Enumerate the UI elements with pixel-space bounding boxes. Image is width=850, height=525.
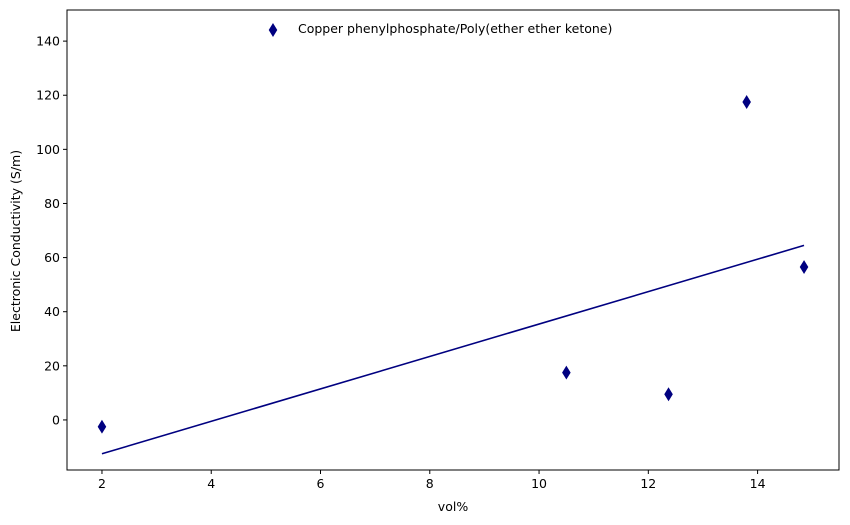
x-tick-label: 12 [640,476,656,491]
data-point [799,260,809,275]
y-tick-label: 20 [44,358,60,373]
y-tick-label: 80 [44,196,60,211]
y-tick-label: 120 [36,88,60,103]
plot-area [66,9,840,471]
legend-label: Copper phenylphosphate/Poly(ether ether … [298,21,612,36]
tick-marks [63,40,759,474]
data-point [742,95,751,109]
y-tick-label: 40 [44,304,60,319]
plot-frame [66,9,840,471]
y-tick-label: 100 [36,142,60,157]
x-tick-label: 2 [98,476,106,491]
x-tick-label: 10 [531,476,547,491]
x-tick-label: 4 [207,476,215,491]
y-tick-label: 140 [36,34,60,49]
x-tick-label: 14 [750,476,766,491]
x-axis-label: vol% [438,499,469,514]
x-tick-label: 6 [317,476,325,491]
legend-marker-diamond [268,23,278,37]
data-point [97,419,107,434]
x-tick-label: 8 [426,476,434,491]
fit-line [101,244,805,455]
legend: Copper phenylphosphate/Poly(ether ether … [268,21,612,37]
data-point [562,365,571,380]
data-point [664,387,673,402]
y-tick-label: 60 [44,250,60,265]
y-tick-label: 0 [52,412,60,427]
y-axis-label: Electronic Conductivity (S/m) [8,150,23,332]
